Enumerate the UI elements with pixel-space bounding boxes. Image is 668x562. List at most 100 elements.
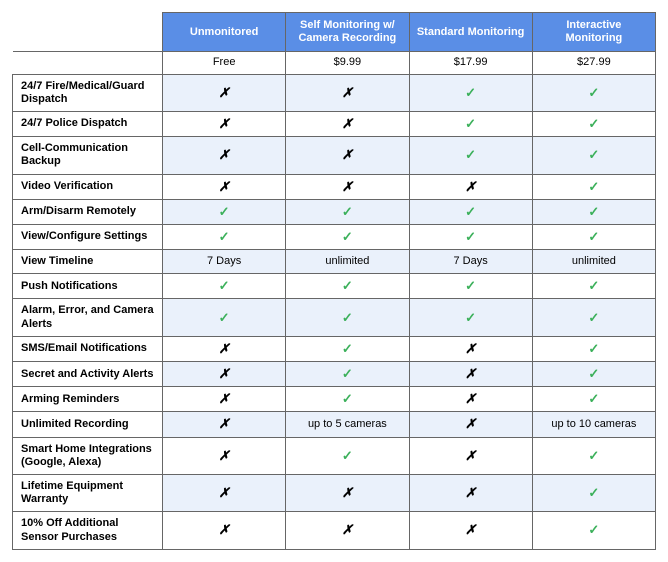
check-icon: ✓ xyxy=(532,474,655,511)
cross-icon: ✗ xyxy=(286,474,409,511)
price-corner xyxy=(13,52,163,74)
check-icon: ✓ xyxy=(286,299,409,336)
feature-label: Smart Home Integrations (Google, Alexa) xyxy=(13,437,163,474)
cross-icon: ✗ xyxy=(409,474,532,511)
cross-icon: ✗ xyxy=(286,174,409,199)
cross-icon: ✗ xyxy=(163,387,286,412)
feature-row: Arming Reminders✗✓✗✓ xyxy=(13,387,656,412)
price-row: Free $9.99 $17.99 $27.99 xyxy=(13,52,656,74)
feature-label: Secret and Activity Alerts xyxy=(13,362,163,387)
check-icon: ✓ xyxy=(286,362,409,387)
cross-icon: ✗ xyxy=(286,512,409,549)
plan-price: Free xyxy=(163,52,286,74)
check-icon: ✓ xyxy=(532,174,655,199)
feature-row: Smart Home Integrations (Google, Alexa)✗… xyxy=(13,437,656,474)
cross-icon: ✗ xyxy=(409,336,532,361)
check-icon: ✓ xyxy=(532,387,655,412)
feature-label: Alarm, Error, and Camera Alerts xyxy=(13,299,163,336)
cross-icon: ✗ xyxy=(163,437,286,474)
feature-row: 24/7 Police Dispatch✗✗✓✓ xyxy=(13,111,656,136)
check-icon: ✓ xyxy=(286,387,409,412)
check-icon: ✓ xyxy=(532,336,655,361)
cross-icon: ✗ xyxy=(409,362,532,387)
cross-icon: ✗ xyxy=(163,336,286,361)
feature-row: Arm/Disarm Remotely✓✓✓✓ xyxy=(13,199,656,224)
feature-row: SMS/Email Notifications✗✓✗✓ xyxy=(13,336,656,361)
feature-label: View/Configure Settings xyxy=(13,224,163,249)
feature-row: View Timeline7 Daysunlimited7 Daysunlimi… xyxy=(13,250,656,274)
cross-icon: ✗ xyxy=(286,137,409,174)
cross-icon: ✗ xyxy=(286,111,409,136)
feature-label: Arm/Disarm Remotely xyxy=(13,199,163,224)
feature-row: Secret and Activity Alerts✗✓✗✓ xyxy=(13,362,656,387)
plan-header: Unmonitored xyxy=(163,13,286,52)
check-icon: ✓ xyxy=(163,199,286,224)
check-icon: ✓ xyxy=(532,224,655,249)
check-icon: ✓ xyxy=(532,274,655,299)
feature-row: Video Verification✗✗✗✓ xyxy=(13,174,656,199)
check-icon: ✓ xyxy=(532,437,655,474)
feature-label: Push Notifications xyxy=(13,274,163,299)
check-icon: ✓ xyxy=(286,274,409,299)
plan-header: Standard Monitoring xyxy=(409,13,532,52)
feature-label: Lifetime Equipment Warranty xyxy=(13,474,163,511)
cross-icon: ✗ xyxy=(163,512,286,549)
feature-row: 24/7 Fire/Medical/Guard Dispatch✗✗✓✓ xyxy=(13,74,656,111)
feature-row: 10% Off Additional Sensor Purchases✗✗✗✓ xyxy=(13,512,656,549)
cross-icon: ✗ xyxy=(163,137,286,174)
feature-row: Cell-Communication Backup✗✗✓✓ xyxy=(13,137,656,174)
check-icon: ✓ xyxy=(409,274,532,299)
cross-icon: ✗ xyxy=(409,412,532,437)
feature-label: Video Verification xyxy=(13,174,163,199)
check-icon: ✓ xyxy=(532,299,655,336)
feature-value: up to 10 cameras xyxy=(532,412,655,437)
check-icon: ✓ xyxy=(532,199,655,224)
check-icon: ✓ xyxy=(532,137,655,174)
cross-icon: ✗ xyxy=(409,174,532,199)
check-icon: ✓ xyxy=(409,137,532,174)
feature-value: 7 Days xyxy=(409,250,532,274)
check-icon: ✓ xyxy=(286,336,409,361)
corner-cell xyxy=(13,13,163,52)
plan-price: $27.99 xyxy=(532,52,655,74)
cross-icon: ✗ xyxy=(163,174,286,199)
plan-price: $9.99 xyxy=(286,52,409,74)
feature-label: Arming Reminders xyxy=(13,387,163,412)
feature-row: Alarm, Error, and Camera Alerts✓✓✓✓ xyxy=(13,299,656,336)
cross-icon: ✗ xyxy=(409,437,532,474)
check-icon: ✓ xyxy=(409,199,532,224)
cross-icon: ✗ xyxy=(163,111,286,136)
feature-value: unlimited xyxy=(532,250,655,274)
check-icon: ✓ xyxy=(409,74,532,111)
check-icon: ✓ xyxy=(163,274,286,299)
cross-icon: ✗ xyxy=(409,387,532,412)
cross-icon: ✗ xyxy=(286,74,409,111)
feature-label: SMS/Email Notifications xyxy=(13,336,163,361)
check-icon: ✓ xyxy=(409,224,532,249)
feature-label: 24/7 Fire/Medical/Guard Dispatch xyxy=(13,74,163,111)
feature-value: unlimited xyxy=(286,250,409,274)
check-icon: ✓ xyxy=(409,299,532,336)
check-icon: ✓ xyxy=(532,74,655,111)
cross-icon: ✗ xyxy=(163,74,286,111)
feature-label: Unlimited Recording xyxy=(13,412,163,437)
feature-label: 24/7 Police Dispatch xyxy=(13,111,163,136)
feature-label: Cell-Communication Backup xyxy=(13,137,163,174)
feature-value: 7 Days xyxy=(163,250,286,274)
check-icon: ✓ xyxy=(532,512,655,549)
plan-header: Interactive Monitoring xyxy=(532,13,655,52)
plan-price: $17.99 xyxy=(409,52,532,74)
check-icon: ✓ xyxy=(532,111,655,136)
check-icon: ✓ xyxy=(286,199,409,224)
check-icon: ✓ xyxy=(163,224,286,249)
check-icon: ✓ xyxy=(163,299,286,336)
check-icon: ✓ xyxy=(286,437,409,474)
check-icon: ✓ xyxy=(286,224,409,249)
feature-row: View/Configure Settings✓✓✓✓ xyxy=(13,224,656,249)
cross-icon: ✗ xyxy=(163,412,286,437)
cross-icon: ✗ xyxy=(163,362,286,387)
feature-row: Lifetime Equipment Warranty✗✗✗✓ xyxy=(13,474,656,511)
feature-label: 10% Off Additional Sensor Purchases xyxy=(13,512,163,549)
feature-value: up to 5 cameras xyxy=(286,412,409,437)
check-icon: ✓ xyxy=(409,111,532,136)
